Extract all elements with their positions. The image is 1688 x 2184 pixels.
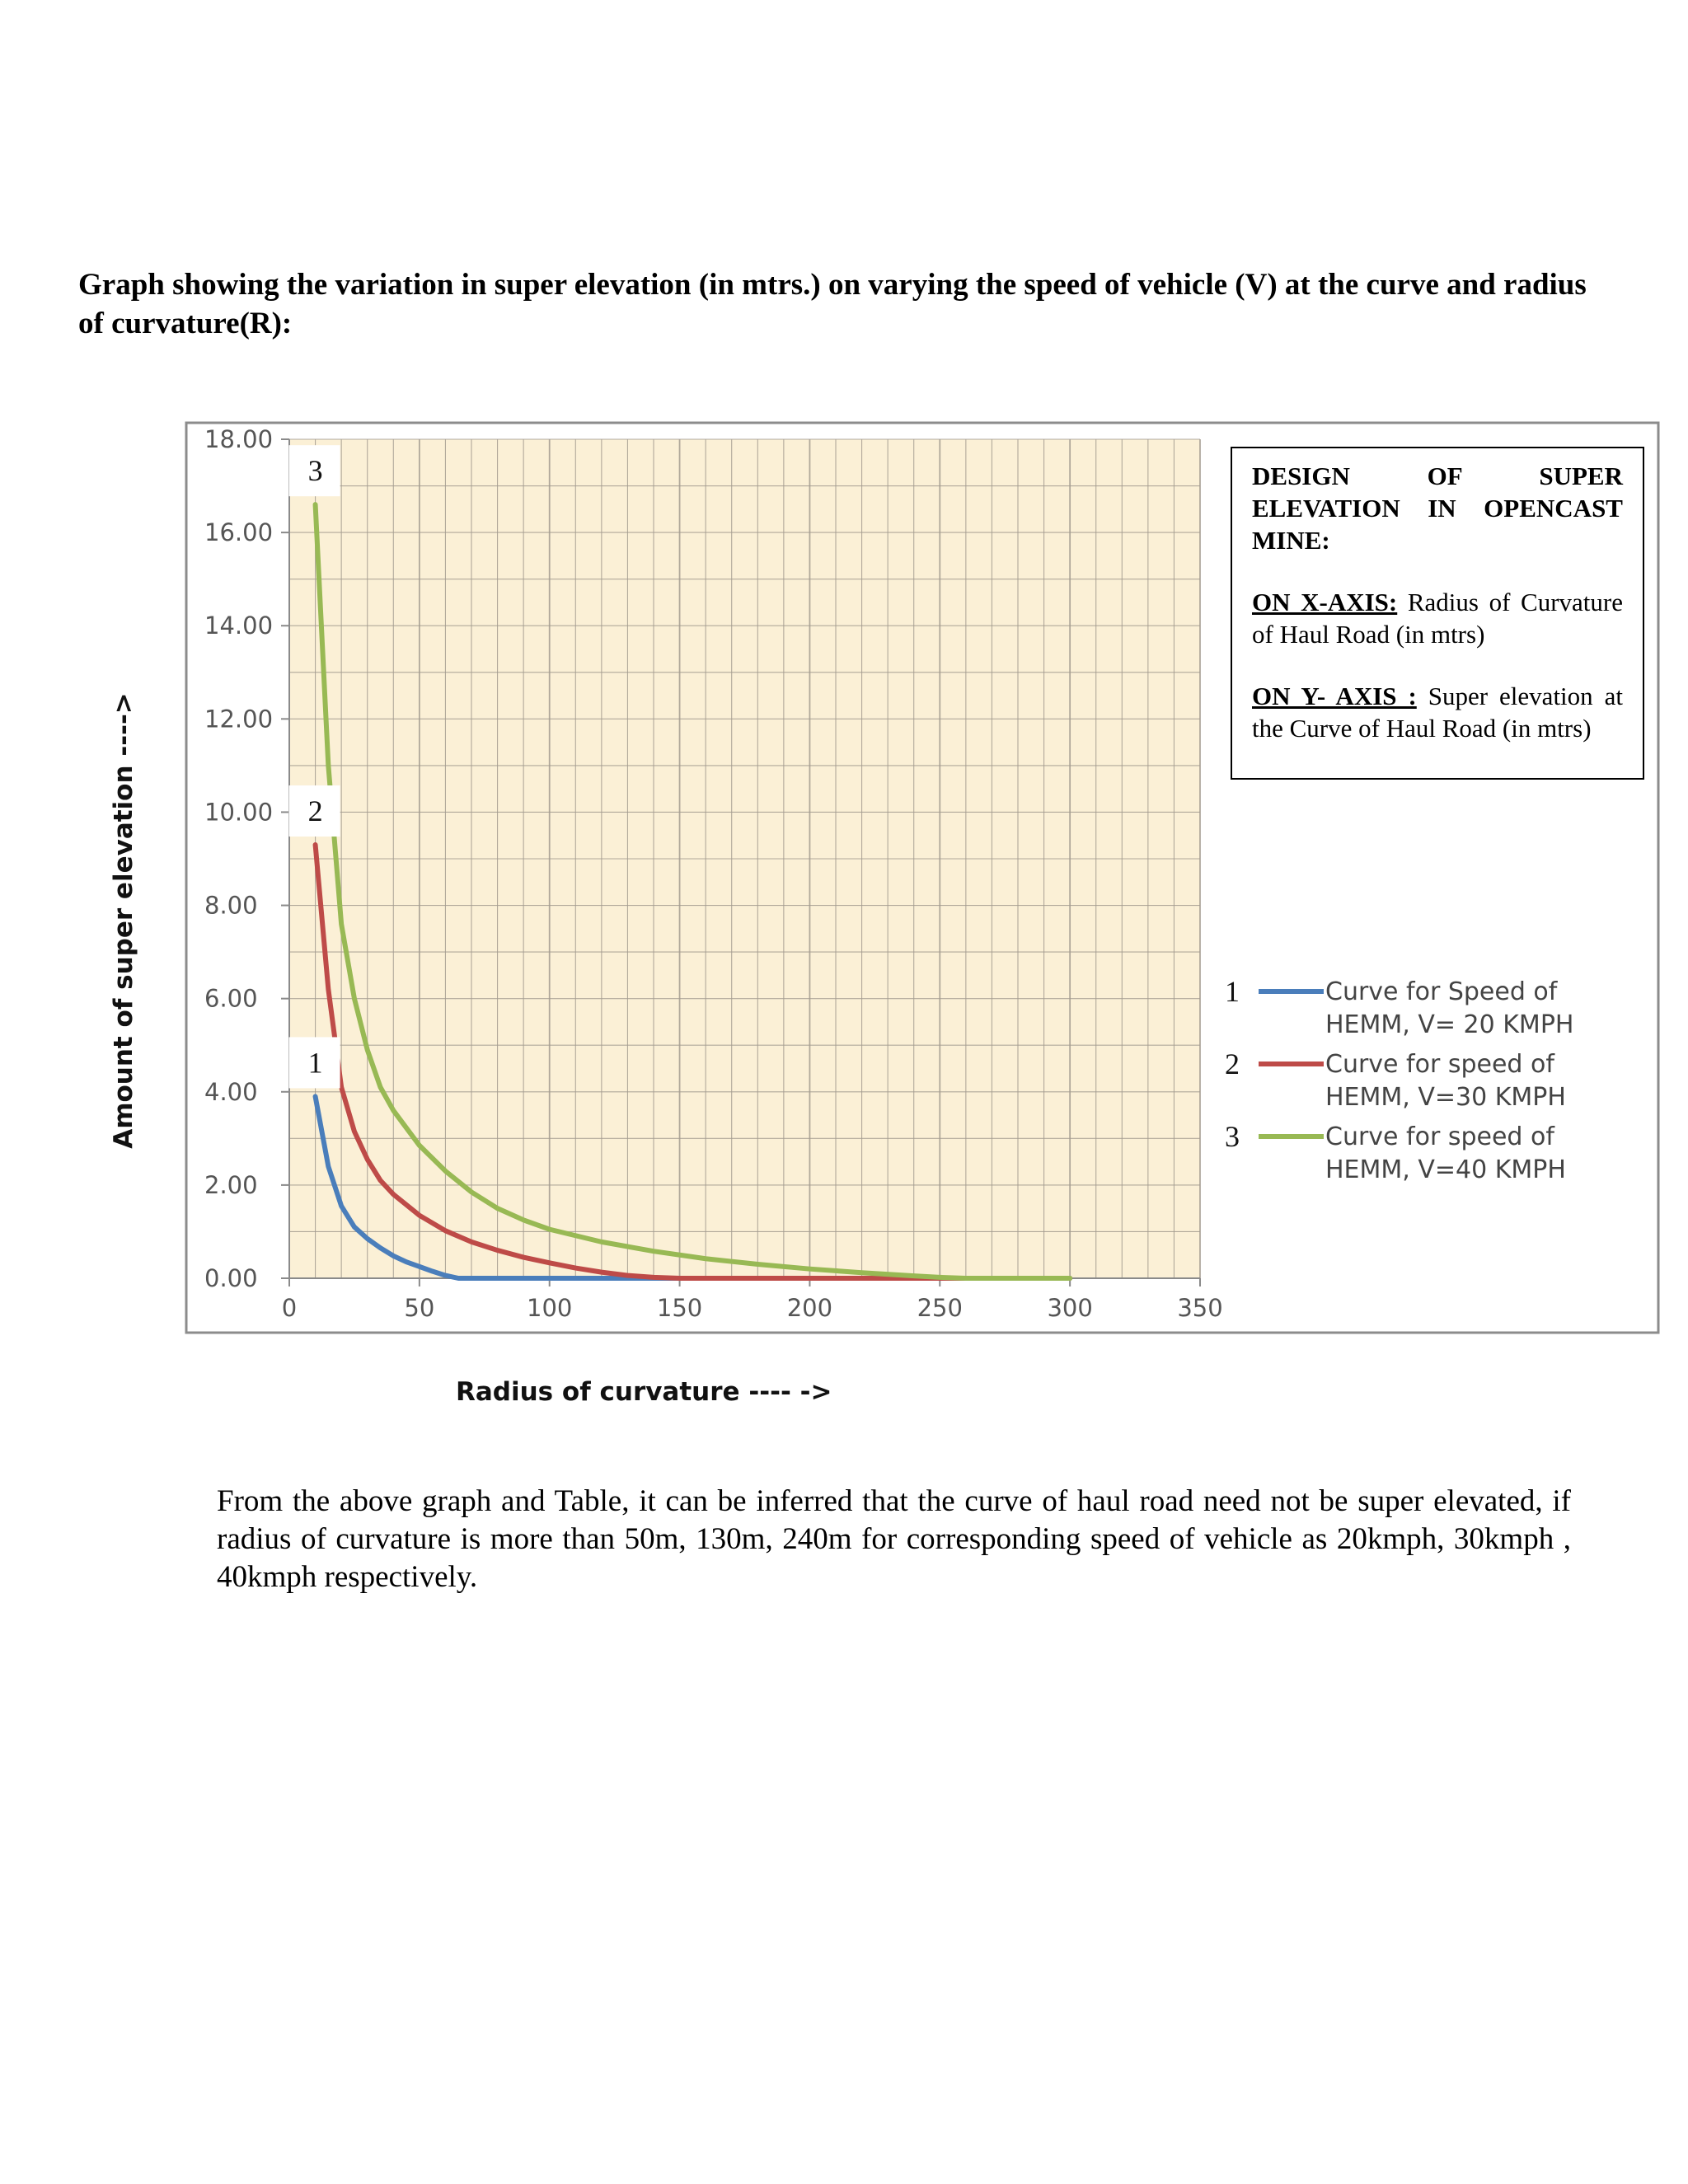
series-line-2 (312, 842, 1073, 1281)
legend-label-3: Curve for speed of (1325, 1122, 1555, 1151)
legend-label-3-cont: HEMM, V=40 KMPH (1325, 1155, 1566, 1184)
info-y-axis: ON Y- AXIS : Super elevation at the Curv… (1252, 680, 1623, 744)
x-tick-label: 0 (282, 1294, 297, 1322)
x-axis-ticks: 0 50 100 150 200 250 300 350 (282, 1278, 1223, 1322)
series-line-3 (312, 502, 1073, 1281)
curve-number-3: 3 (308, 454, 323, 487)
x-tick-label: 200 (787, 1294, 832, 1322)
y-axis-ticks: 0.00 2.00 4.00 6.00 8.00 10.00 12.00 14.00 16.00… (204, 425, 289, 1292)
y-tick-label: 18.00 (204, 425, 273, 453)
legend-number-1: 1 (1225, 975, 1240, 1008)
y-tick-label: 4.00 (204, 1078, 258, 1106)
legend: 1 Curve for Speed of HEMM, V= 20 KMPH 2 Curv… (1225, 975, 1573, 1184)
x-tick-label: 350 (1177, 1294, 1222, 1322)
design-info-box: DESIGN OF SUPER ELEVATION IN OPENCAST MI… (1231, 447, 1644, 780)
info-y-text: Super elevation at the Curve of Haul Roa… (1252, 682, 1624, 743)
info-y-label: ON Y- AXIS : (1252, 682, 1417, 710)
legend-label-2: Curve for speed of (1325, 1050, 1555, 1079)
series-lines (312, 502, 1073, 1281)
x-axis-title: Radius of curvature ---- -> (456, 1377, 832, 1407)
legend-number-3: 3 (1225, 1120, 1240, 1153)
curve-number-box (288, 1037, 340, 1089)
curve-number-1: 1 (308, 1046, 323, 1079)
y-tick-label: 0.00 (204, 1264, 258, 1292)
y-tick-label: 14.00 (204, 612, 273, 640)
y-tick-label: 2.00 (204, 1171, 258, 1199)
conclusion-text: From the above graph and Table, it can b… (217, 1484, 1571, 1594)
x-tick-label: 50 (404, 1294, 434, 1322)
legend-label-1-cont: HEMM, V= 20 KMPH (1325, 1010, 1573, 1039)
y-tick-label: 16.00 (204, 518, 273, 546)
info-title: DESIGN OF SUPER ELEVATION IN OPENCAST MI… (1252, 462, 1623, 555)
x-tick-label: 250 (917, 1294, 963, 1322)
legend-label-2-cont: HEMM, V=30 KMPH (1325, 1083, 1566, 1112)
legend-label-1: Curve for Speed of (1325, 977, 1559, 1006)
y-tick-label: 8.00 (204, 892, 258, 920)
info-x-text: Radius of Curvature of Haul Road (in mtr… (1252, 588, 1623, 649)
page-heading: Graph showing the variation in super ele… (78, 268, 1587, 340)
info-x-axis: ON X-AXIS: Radius of Curvature of Haul R… (1252, 586, 1623, 650)
y-axis-title: Amount of super elevation ----> (109, 692, 138, 1149)
curve-number-box (288, 785, 340, 837)
x-tick-label: 150 (657, 1294, 702, 1322)
legend-number-2: 2 (1225, 1047, 1240, 1080)
y-tick-label: 12.00 (204, 705, 273, 733)
x-tick-label: 300 (1047, 1294, 1092, 1322)
y-tick-label: 10.00 (204, 798, 273, 826)
curve-number-2: 2 (308, 794, 323, 827)
y-tick-label: 6.00 (204, 985, 258, 1013)
series-markers: 1 2 3 (288, 445, 340, 1089)
curve-number-box (288, 445, 340, 497)
x-tick-label: 100 (527, 1294, 572, 1322)
info-x-label: ON X-AXIS: (1252, 588, 1398, 616)
